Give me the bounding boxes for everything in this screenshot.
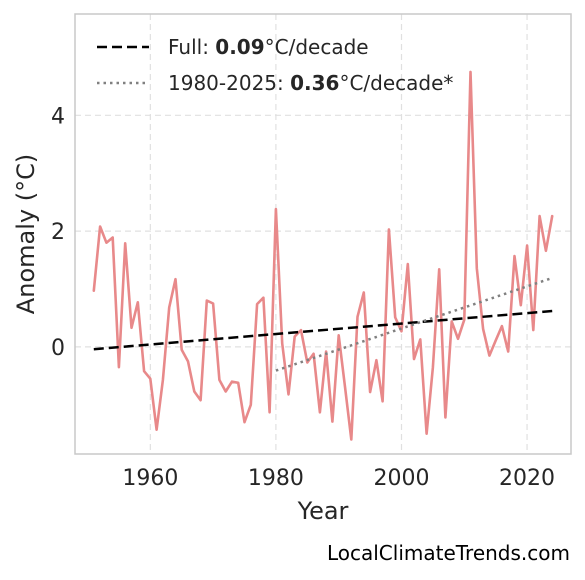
- x-axis-title: Year: [297, 497, 349, 525]
- plot-frame: [74, 13, 572, 455]
- y-tick-label: 2: [51, 220, 65, 245]
- tick-labels: 1960 1980 2000 2020 0 2 4: [51, 104, 555, 491]
- y-tick-label: 0: [51, 336, 65, 361]
- x-tick-label: 2000: [373, 466, 429, 491]
- y-axis-title: Anomaly (°C): [12, 154, 40, 314]
- x-tick-label: 1980: [248, 466, 304, 491]
- full-trend-line: [93, 309, 553, 351]
- watermark: LocalClimateTrends.com: [327, 541, 570, 565]
- legend: Full: 0.09°C/decade 1980-2025: 0.36°C/de…: [97, 35, 453, 95]
- recent-trend-line: [275, 276, 553, 372]
- series-layer: [92, 70, 554, 441]
- x-tick-label: 2020: [499, 466, 555, 491]
- y-tick-label: 4: [51, 104, 65, 129]
- legend-label-full: Full: 0.09°C/decade: [168, 35, 369, 59]
- anomaly-series-line: [92, 70, 554, 441]
- legend-label-recent: 1980-2025: 0.36°C/decade*: [168, 71, 453, 95]
- x-tick-label: 1960: [122, 466, 178, 491]
